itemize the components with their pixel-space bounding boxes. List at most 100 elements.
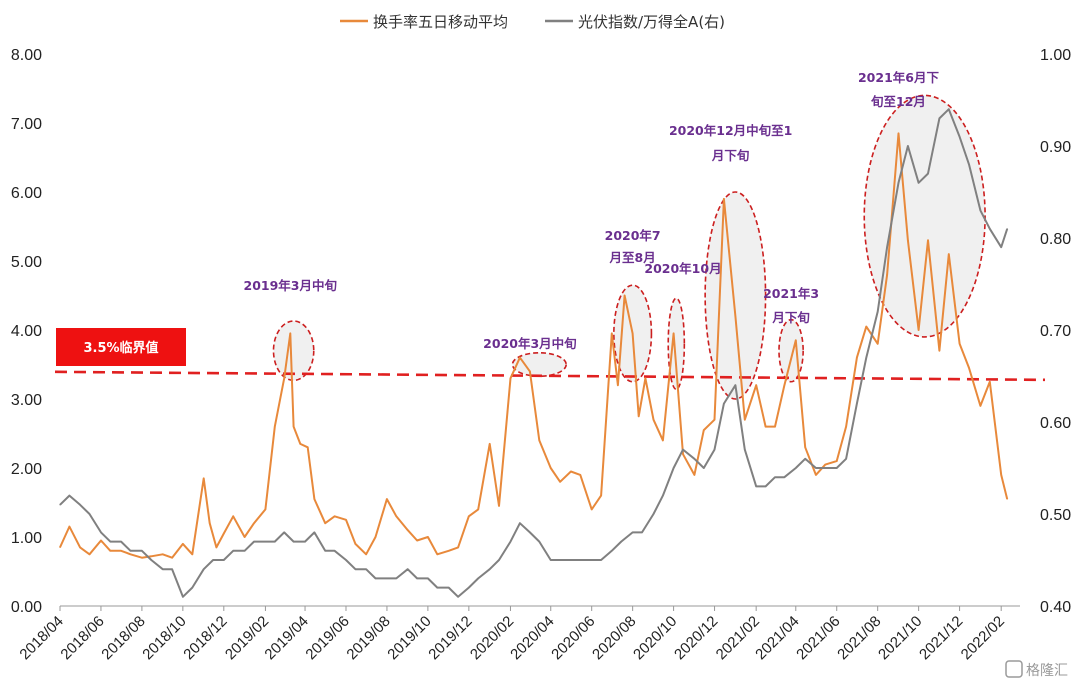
turnover-point [345,519,347,521]
turnover-point [293,426,295,428]
turnover-point [927,239,929,241]
annotation-label: 月至8月 [609,250,656,265]
highlight-ellipse [272,320,315,382]
x-tick-label: 2020/08 [589,613,639,663]
pv-index-point [641,531,643,534]
turnover-point [783,384,785,386]
pv-index-point [223,559,225,561]
pv-index-point [1006,228,1008,230]
threshold-label: 3.5%临界值 [83,340,158,356]
turnover-point [427,536,429,538]
turnover-point [856,357,858,359]
pv-index-point [682,449,684,451]
pv-index-point [918,182,920,184]
turnover-point [209,522,211,524]
highlight-ellipses [272,94,986,400]
annotation-label: 月下旬 [711,148,750,163]
annotation-label: 2020年12月中旬至1 [669,123,792,138]
watermark-text: 格隆汇 [1026,663,1068,679]
annotation-label: 2020年3月中旬 [483,336,577,351]
turnover-point [591,508,593,510]
turnover-point [59,546,61,548]
pv-index-point [374,577,377,580]
turnover-point [764,426,767,428]
turnover-point [617,384,619,386]
pv-index-point [703,467,705,469]
turnover-point [611,332,613,335]
pv-index-point [713,449,716,451]
highlight-ellipse [667,297,686,391]
pv-index-point [856,403,858,405]
turnover-point [264,508,267,510]
pv-index-point [836,467,838,469]
turnover-point [191,553,193,555]
turnover-point [824,463,826,466]
pv-index-point [968,163,970,165]
left-y-tick-label: 5.00 [11,254,42,271]
turnover-point [289,332,291,335]
annotation-label: 2020年10月 [644,261,721,276]
x-tick-label: 2019/12 [425,613,475,663]
pv-index-point [958,136,961,138]
turnover-point [232,515,234,517]
turnover-point [886,274,888,276]
turnover-point [162,553,164,555]
x-tick-label: 2018/08 [98,613,148,663]
pv-index-point [365,568,367,570]
x-tick-label: 2020/06 [548,613,598,663]
legend-label: 光伏指数/万得全A(右) [578,13,725,31]
left-y-tick-label: 8.00 [11,47,42,64]
pv-index-point [897,182,900,184]
turnover-point [703,429,705,431]
pv-index-point [386,577,388,580]
left-y-tick-label: 2.00 [11,461,42,478]
turnover-point [468,515,470,517]
annotation-label: 月下旬 [771,310,810,325]
turnover-point [734,315,736,317]
left-y-tick-label: 1.00 [11,530,42,547]
turnover-point [682,453,684,455]
turnover-point [638,415,640,417]
pv-index-point [948,108,950,110]
pv-index-point [795,467,797,469]
turnover-point [662,439,664,441]
highlight-ellipse [511,351,567,378]
pv-index-point [600,559,602,561]
pv-index-point [345,559,347,561]
pv-index-point [191,587,193,589]
turnover-point [489,443,491,445]
turnover-point [448,550,450,552]
turnover-point [79,546,81,548]
turnover-point [324,522,326,524]
legend: 换手率五日移动平均 光伏指数/万得全A(右) [340,13,725,31]
turnover-point [538,439,540,441]
pv-index-point [509,541,512,543]
pv-index-point [591,559,593,561]
right-y-tick-label: 0.90 [1040,139,1071,156]
turnover-point [457,546,459,548]
turnover-point [938,350,941,352]
turnover-point [644,377,646,379]
pv-index-point [253,541,255,543]
pv-index-point [579,559,581,561]
pv-index-point [620,541,622,543]
pv-index-point [59,504,61,506]
right-y-axis: 0.40 0.50 0.60 0.70 0.80 0.90 1.00 [1040,47,1071,616]
pv-index-point [632,531,634,534]
right-y-tick-label: 0.80 [1040,231,1071,248]
pv-index-point [907,145,909,147]
pv-index-point [283,531,285,534]
x-tick-label: 2019/04 [261,613,311,663]
turnover-point [477,508,479,510]
turnover-point [979,405,981,407]
pv-index-point [109,541,111,543]
turnover-point [723,198,725,200]
pv-index-point [212,559,214,561]
turnover-point [313,498,316,500]
annotation-label: 2021年3 [763,286,819,301]
left-y-tick-label: 4.00 [11,323,42,340]
turnover-point [354,543,356,545]
pv-index-point [264,541,267,543]
